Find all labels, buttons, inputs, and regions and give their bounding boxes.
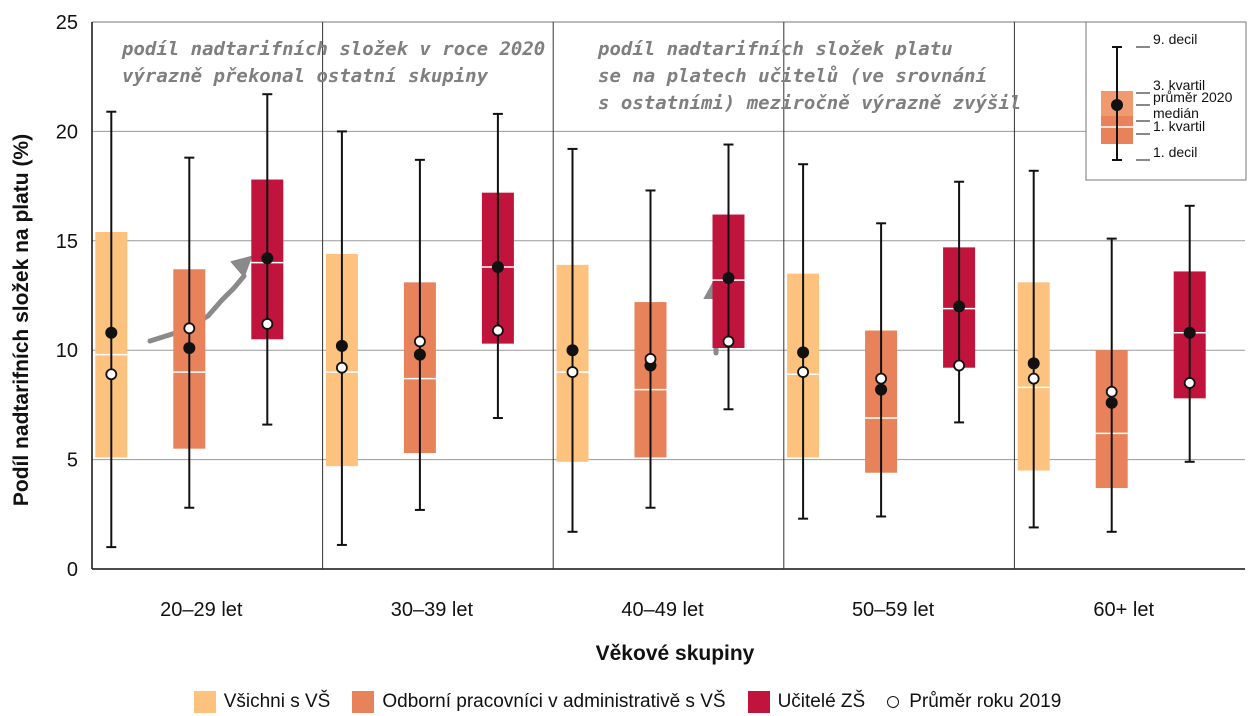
mean-2020-point [1183,326,1196,339]
box-1-1 [403,158,436,511]
mean-2020-point [413,348,426,361]
x-category-label-2: 40–49 let [621,599,704,621]
inset-label-decile9: 9. decil [1153,31,1197,47]
mean-2020-point [261,252,274,265]
legend: Všichni s VŠ Odborní pracovníci v admini… [0,688,1255,716]
mean-2019-point [335,361,348,374]
grid-lines [91,21,1245,570]
inset-label-median: medián [1153,105,1199,121]
y-tick-label-0: 0 [67,559,78,581]
mean-2020-point [566,344,579,357]
box-2-1 [481,112,514,420]
mean-2019-point [491,324,504,337]
x-category-labels: 20–29 let 30–39 let 40–49 let 50–59 let 60+ … [160,599,1154,621]
legend-label-admin: Odborní pracovníci v administrativě s VŠ [382,691,726,712]
x-category-label-3: 50–59 let [852,599,935,621]
y-axis-title: Podíl nadtarifních složek na platu (%) [10,134,33,506]
mean-2020-point [1105,396,1118,409]
mean-2019-point [797,366,809,378]
box-0-2 [556,147,589,533]
mean-2019-point [261,318,274,330]
box-2-2 [712,143,745,411]
mean-2019-point [722,335,735,348]
mean-2019-point [1105,385,1118,398]
mean-2019-point [105,368,118,381]
mean-2019-point [644,353,657,365]
legend-swatch-all-vs [193,691,216,713]
y-tick-label-25: 25 [56,12,78,34]
legend-label-mean-2019: Průměr roku 2019 [909,691,1062,712]
y-tick-label-15: 15 [56,231,78,253]
box-1-3 [865,222,898,518]
inset-mean-2020 [1111,99,1123,111]
annotation-line-2: podíl nadtarifních složek platu [597,38,953,60]
legend-item-teachers: Učitelé ZŠ [747,691,866,713]
mean-2020-point [491,261,504,274]
x-category-label-1: 30–39 let [391,599,474,621]
mean-2019-point [183,322,196,335]
mean-2019-point [1183,377,1196,389]
x-category-label-0: 20–29 let [160,599,243,621]
annotation-line-0: podíl nadtarifních složek v roce 2020 [121,38,545,60]
mean-2020-point [1027,357,1040,370]
inset-label-mean2020: průměr 2020 [1153,89,1233,105]
annotation-arrowhead-1 [230,255,253,278]
legend-label-teachers: Učitelé ZŠ [777,691,866,712]
legend-item-all-vs: Všichni s VŠ [193,691,331,713]
box-0-3 [787,163,820,520]
legend-item-admin: Odborní pracovníci v administrativě s VŠ [352,691,726,713]
annotation-line-3: se na platech učitelů (ve srovnání [598,63,987,87]
x-axis-title: Věkové skupiny [596,642,755,665]
legend-swatch-admin [352,691,375,713]
open-circle-icon [887,696,900,708]
box-1-0 [173,156,206,509]
y-tick-labels: 0 5 10 15 20 25 [56,12,78,581]
box-2-4 [1173,204,1206,463]
box-0-4 [1017,169,1050,529]
y-tick-label-10: 10 [56,340,78,362]
inset-label-q1: 1. kvartil [1153,118,1205,134]
box-2-3 [943,180,976,424]
mean-2019-point [566,366,579,378]
mean-2019-point [413,335,426,348]
mean-2020-point [183,342,196,355]
box-2-0 [251,93,284,426]
mean-2020-point [335,339,348,352]
annotation-line-4: s ostatními) meziročně výrazně zvýšil [598,92,1021,114]
mean-2019-point [1027,372,1040,385]
legend-swatch-teachers [747,691,770,713]
box-0-0 [95,110,128,549]
annotation-line-1: výrazně překonal ostatní skupiny [122,65,489,87]
mean-2020-point [875,383,888,396]
mean-2020-point [797,346,810,359]
inset-label-decile1: 1. decil [1153,144,1197,160]
mean-2020-point [722,271,735,284]
mean-2020-point [105,326,118,339]
y-tick-label-5: 5 [67,450,78,472]
box-1-4 [1095,237,1128,533]
legend-item-mean-2019: Průměr roku 2019 [887,691,1061,713]
legend-label-all-vs: Všichni s VŠ [223,691,331,712]
inset-label-q3: 3. kvartil [1153,77,1205,93]
mean-2019-point [875,372,887,385]
mean-2020-point [953,300,966,313]
y-tick-label-20: 20 [56,121,78,143]
boxplot-chart: 0 5 10 15 20 25 podíl nadtarifních složek v r… [10,12,1247,665]
boxes [95,93,1206,549]
mean-2019-point [953,359,965,372]
x-category-label-4: 60+ let [1093,599,1154,621]
box-0-1 [325,130,358,546]
box-1-2 [634,189,667,509]
annotations: podíl nadtarifních složek v roce 2020 výr… [121,38,1021,356]
